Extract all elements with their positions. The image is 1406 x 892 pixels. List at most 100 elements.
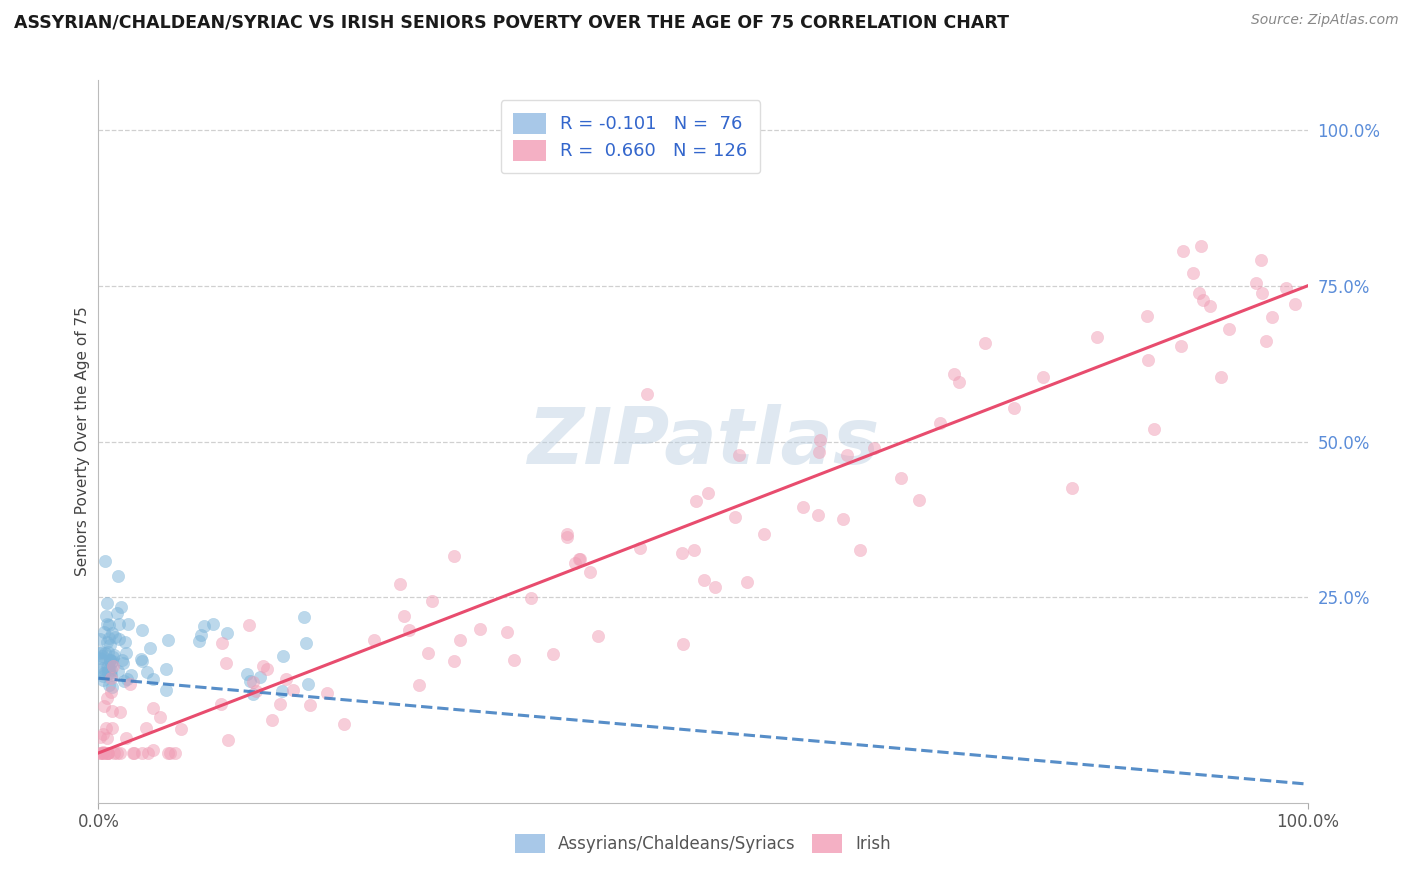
Point: [98, 638, 121, 652]
Point: [98, 665, 121, 680]
Point: [108, 616, 131, 631]
Point: [142, 701, 165, 715]
Point: [408, 678, 430, 692]
Point: [835, 448, 858, 462]
Point: [97, 617, 120, 632]
Point: [131, 652, 153, 666]
Point: [398, 623, 420, 637]
Point: [672, 637, 695, 651]
Point: [502, 652, 524, 666]
Point: [131, 624, 153, 638]
Point: [628, 541, 651, 556]
Point: [274, 673, 297, 687]
Point: [105, 746, 128, 760]
Legend: Assyrians/Chaldeans/Syriacs, Irish: Assyrians/Chaldeans/Syriacs, Irish: [508, 827, 898, 860]
Point: [104, 630, 127, 644]
Point: [120, 677, 142, 691]
Point: [96, 608, 118, 623]
Point: [149, 710, 172, 724]
Point: [101, 654, 124, 668]
Point: [735, 575, 758, 590]
Point: [97, 645, 120, 659]
Point: [564, 556, 586, 570]
Point: [155, 662, 177, 676]
Point: [90, 645, 112, 659]
Point: [541, 647, 564, 661]
Point: [1143, 421, 1166, 435]
Point: [260, 713, 283, 727]
Point: [588, 629, 610, 643]
Text: Source: ZipAtlas.com: Source: ZipAtlas.com: [1251, 13, 1399, 28]
Point: [468, 622, 491, 636]
Point: [94, 721, 117, 735]
Point: [112, 673, 135, 688]
Point: [948, 376, 970, 390]
Point: [568, 552, 591, 566]
Point: [211, 636, 233, 650]
Point: [1274, 281, 1296, 295]
Point: [97, 660, 120, 674]
Point: [96, 595, 118, 609]
Point: [316, 686, 339, 700]
Point: [98, 631, 121, 645]
Point: [188, 634, 211, 648]
Point: [1260, 310, 1282, 324]
Point: [754, 527, 776, 541]
Point: [704, 580, 727, 594]
Point: [89, 651, 111, 665]
Point: [831, 512, 853, 526]
Point: [101, 705, 124, 719]
Point: [1135, 309, 1157, 323]
Point: [1060, 481, 1083, 495]
Point: [808, 444, 831, 458]
Point: [236, 667, 259, 681]
Point: [97, 663, 120, 677]
Point: [89, 652, 111, 666]
Point: [89, 746, 111, 760]
Point: [91, 746, 114, 760]
Point: [100, 668, 122, 682]
Point: [1244, 277, 1267, 291]
Point: [156, 746, 179, 760]
Point: [91, 661, 114, 675]
Point: [693, 574, 716, 588]
Point: [89, 730, 111, 744]
Point: [724, 510, 747, 524]
Point: [1173, 244, 1195, 259]
Point: [890, 471, 912, 485]
Point: [111, 653, 134, 667]
Text: ZIPatlas: ZIPatlas: [527, 403, 879, 480]
Point: [807, 508, 830, 522]
Point: [98, 677, 121, 691]
Point: [1192, 293, 1215, 307]
Point: [728, 448, 751, 462]
Point: [928, 416, 950, 430]
Point: [96, 660, 118, 674]
Point: [170, 722, 193, 736]
Point: [416, 646, 439, 660]
Point: [100, 685, 122, 699]
Point: [792, 500, 814, 514]
Point: [242, 674, 264, 689]
Point: [107, 664, 129, 678]
Point: [98, 653, 121, 667]
Point: [1136, 352, 1159, 367]
Point: [974, 335, 997, 350]
Point: [193, 619, 215, 633]
Point: [115, 646, 138, 660]
Point: [569, 552, 592, 566]
Point: [363, 632, 385, 647]
Point: [555, 530, 578, 544]
Point: [1284, 296, 1306, 310]
Point: [862, 441, 884, 455]
Point: [239, 673, 262, 688]
Point: [100, 672, 122, 686]
Point: [89, 665, 111, 679]
Point: [1218, 321, 1240, 335]
Point: [165, 746, 187, 760]
Point: [252, 658, 274, 673]
Point: [209, 697, 232, 711]
Point: [1170, 339, 1192, 353]
Point: [295, 635, 318, 649]
Point: [696, 485, 718, 500]
